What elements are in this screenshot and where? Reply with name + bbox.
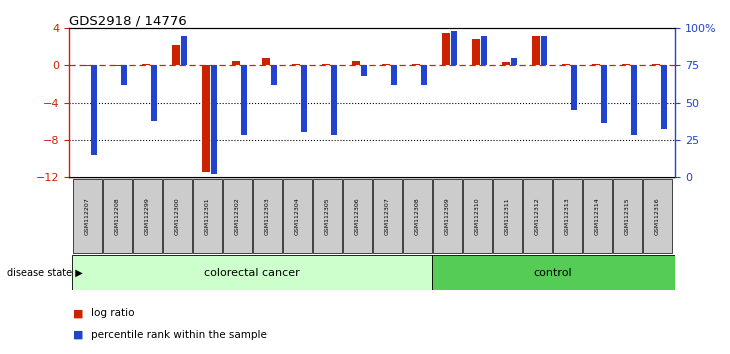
Bar xyxy=(652,64,660,65)
Text: GSM112303: GSM112303 xyxy=(265,197,270,235)
Text: control: control xyxy=(533,268,572,278)
Bar xyxy=(331,65,337,135)
Bar xyxy=(291,64,300,65)
Text: GSM112315: GSM112315 xyxy=(625,197,630,235)
Bar xyxy=(502,62,510,65)
FancyBboxPatch shape xyxy=(73,178,101,253)
Text: GSM112313: GSM112313 xyxy=(565,197,570,235)
FancyBboxPatch shape xyxy=(133,178,162,253)
FancyBboxPatch shape xyxy=(403,178,431,253)
Bar xyxy=(352,61,360,65)
FancyBboxPatch shape xyxy=(72,255,432,290)
FancyBboxPatch shape xyxy=(433,178,461,253)
FancyBboxPatch shape xyxy=(463,178,492,253)
Bar xyxy=(142,64,150,65)
Bar xyxy=(442,33,450,65)
Text: GSM112312: GSM112312 xyxy=(535,197,539,235)
FancyBboxPatch shape xyxy=(493,178,522,253)
FancyBboxPatch shape xyxy=(223,178,252,253)
Bar xyxy=(82,65,90,67)
Bar xyxy=(472,40,480,65)
Text: percentile rank within the sample: percentile rank within the sample xyxy=(91,330,267,339)
Bar xyxy=(602,65,607,124)
Text: GSM112208: GSM112208 xyxy=(115,197,120,235)
FancyBboxPatch shape xyxy=(373,178,402,253)
Bar xyxy=(481,36,487,65)
Text: GSM112300: GSM112300 xyxy=(174,197,180,235)
Bar xyxy=(172,45,180,65)
FancyBboxPatch shape xyxy=(103,178,131,253)
Text: disease state ▶: disease state ▶ xyxy=(7,268,83,278)
Text: GSM112305: GSM112305 xyxy=(325,197,330,235)
Bar xyxy=(181,36,187,65)
Text: GSM112314: GSM112314 xyxy=(595,197,600,235)
Text: GSM112309: GSM112309 xyxy=(445,197,450,235)
Text: GSM112316: GSM112316 xyxy=(655,197,660,235)
Text: GSM112311: GSM112311 xyxy=(504,197,510,235)
Text: log ratio: log ratio xyxy=(91,308,135,318)
Text: ■: ■ xyxy=(73,308,83,318)
Bar xyxy=(121,65,126,85)
Bar xyxy=(621,64,630,65)
Bar xyxy=(541,36,547,65)
Bar xyxy=(382,64,390,65)
Bar xyxy=(322,64,330,65)
FancyBboxPatch shape xyxy=(283,178,312,253)
Bar xyxy=(361,65,366,76)
Bar xyxy=(211,65,217,174)
Bar xyxy=(241,65,247,135)
Bar xyxy=(201,65,210,172)
Bar xyxy=(661,65,666,130)
Bar xyxy=(511,58,517,65)
FancyBboxPatch shape xyxy=(193,178,222,253)
Bar xyxy=(631,65,637,135)
Text: GSM112304: GSM112304 xyxy=(295,197,300,235)
FancyBboxPatch shape xyxy=(613,178,642,253)
Bar xyxy=(301,65,307,132)
Text: colorectal cancer: colorectal cancer xyxy=(204,268,300,278)
Bar xyxy=(272,65,277,85)
FancyBboxPatch shape xyxy=(313,178,342,253)
Bar xyxy=(531,36,540,65)
Text: GSM112301: GSM112301 xyxy=(205,197,210,235)
FancyBboxPatch shape xyxy=(553,178,582,253)
Bar xyxy=(451,31,456,65)
FancyBboxPatch shape xyxy=(523,178,552,253)
Bar xyxy=(571,65,577,110)
Bar xyxy=(112,65,120,67)
Bar xyxy=(412,64,420,65)
Text: GSM112302: GSM112302 xyxy=(235,197,240,235)
Bar xyxy=(591,64,600,65)
FancyBboxPatch shape xyxy=(432,255,687,290)
Text: GSM112310: GSM112310 xyxy=(474,197,480,235)
Text: GSM112207: GSM112207 xyxy=(85,197,90,235)
Text: GSM112306: GSM112306 xyxy=(355,197,360,235)
FancyBboxPatch shape xyxy=(343,178,372,253)
Bar xyxy=(421,65,426,85)
Bar xyxy=(561,64,570,65)
Bar xyxy=(391,65,396,85)
Bar xyxy=(151,65,157,120)
FancyBboxPatch shape xyxy=(583,178,612,253)
Text: GSM112299: GSM112299 xyxy=(145,197,150,235)
FancyBboxPatch shape xyxy=(253,178,282,253)
Text: GSM112307: GSM112307 xyxy=(385,197,390,235)
FancyBboxPatch shape xyxy=(643,178,672,253)
Text: GSM112308: GSM112308 xyxy=(415,197,420,235)
Bar xyxy=(231,61,240,65)
Bar xyxy=(91,65,96,155)
Bar xyxy=(261,58,270,65)
FancyBboxPatch shape xyxy=(163,178,192,253)
Text: GDS2918 / 14776: GDS2918 / 14776 xyxy=(69,14,187,27)
Text: ■: ■ xyxy=(73,330,83,339)
